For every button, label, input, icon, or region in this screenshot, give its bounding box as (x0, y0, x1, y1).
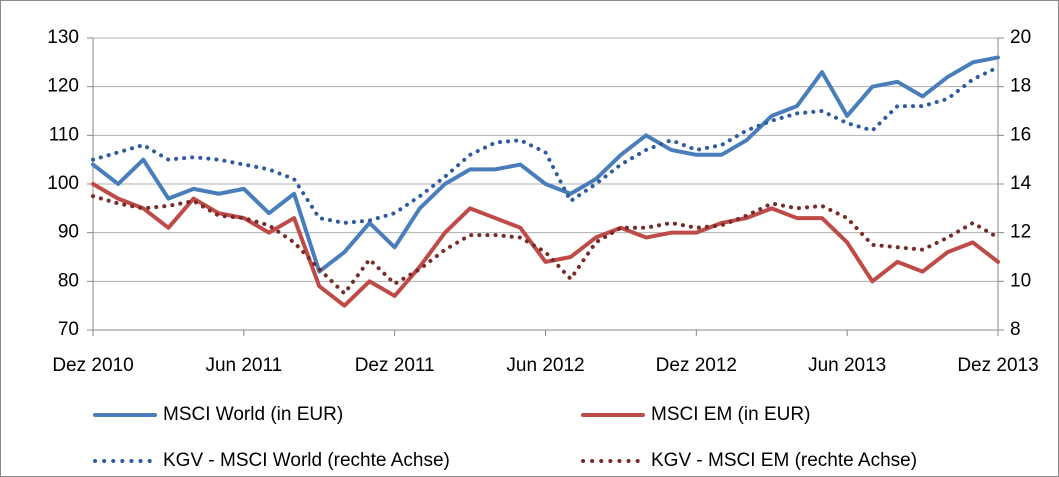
legend-label: KGV - MSCI World (rechte Achse) (163, 450, 450, 471)
x-tick-label: Dez 2012 (656, 355, 737, 376)
y2-tick-label: 18 (1010, 76, 1031, 97)
x-tick-label: Jun 2012 (506, 355, 584, 376)
y-tick-label: 120 (47, 76, 79, 97)
legend-label: MSCI EM (in EUR) (651, 404, 810, 425)
y-tick-label: 110 (49, 124, 79, 145)
y2-tick-label: 8 (1010, 319, 1021, 340)
y2-tick-label: 12 (1010, 222, 1031, 243)
x-tick-label: Dez 2011 (355, 355, 435, 376)
x-tick-label: Dez 2013 (957, 355, 1038, 376)
y2-tick-label: 10 (1010, 270, 1031, 291)
legend-label: KGV - MSCI EM (rechte Achse) (651, 450, 917, 471)
y2-tick-label: 20 (1010, 27, 1031, 48)
y-tick-label: 90 (58, 222, 79, 243)
series-line (91, 55, 1000, 274)
x-tick-label: Jun 2013 (808, 355, 886, 376)
y2-tick-label: 16 (1010, 124, 1031, 145)
y-tick-label: 100 (47, 173, 79, 194)
x-tick-label: Jun 2011 (205, 355, 282, 376)
y-tick-label: 70 (58, 319, 79, 340)
y2-tick-label: 14 (1010, 173, 1032, 194)
legend-label: MSCI World (in EUR) (163, 404, 343, 425)
y-tick-label: 80 (58, 270, 79, 291)
series-line (91, 182, 1000, 308)
y-tick-label: 130 (47, 27, 79, 48)
x-tick-label: Dez 2010 (52, 355, 133, 376)
series-line (91, 65, 1000, 225)
